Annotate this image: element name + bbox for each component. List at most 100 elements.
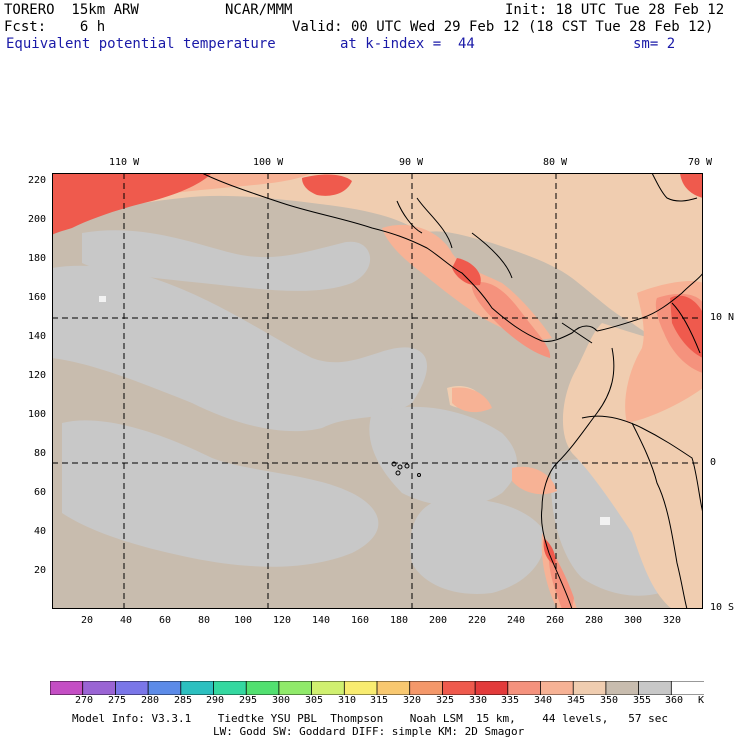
lon-label-70w: 70 W (688, 157, 713, 168)
physics-info: LW: Godd SW: Goddard DIFF: simple KM: 2D… (213, 725, 525, 738)
model-label: TORERO 15km ARW (4, 2, 139, 18)
x-tick: 280 (585, 615, 604, 626)
grey-region (369, 406, 517, 507)
red-region (52, 173, 212, 235)
colorbar-label: 340 (534, 695, 553, 706)
colorbar-label: 295 (239, 695, 258, 706)
y-tick: 140 (27, 331, 46, 342)
forecast-hour: Fcst: 6 h (4, 19, 106, 35)
colorbar-swatch (409, 681, 444, 695)
y-tick: 200 (27, 214, 46, 225)
colorbar-swatch (605, 681, 640, 695)
salmon-region (512, 466, 557, 495)
y-tick: 160 (27, 292, 46, 303)
init-time: Init: 18 UTC Tue 28 Feb 12 (505, 2, 725, 18)
y-tick: 220 (27, 175, 46, 186)
white-patch (600, 517, 610, 525)
lon-label-90w: 90 W (399, 157, 424, 168)
lat-label-0: 0 (710, 457, 717, 468)
x-tick: 320 (663, 615, 682, 626)
y-tick: 100 (27, 409, 46, 420)
colorbar-swatch (343, 681, 378, 695)
colorbar-label: 270 (75, 695, 94, 706)
map-plot (52, 173, 703, 609)
model-info: Model Info: V3.3.1 Tiedtke YSU PBL Thomp… (72, 712, 669, 725)
colorbar-swatch (376, 681, 411, 695)
red-region (452, 258, 481, 286)
y-tick: 120 (27, 370, 46, 381)
salmon-region (471, 282, 551, 358)
coastlines (201, 173, 703, 609)
x-tick: 140 (312, 615, 331, 626)
colorbar-swatch (147, 681, 182, 695)
colorbar-label: 315 (370, 695, 389, 706)
colorbar-label: 285 (174, 695, 193, 706)
colorbar-swatch (540, 681, 575, 695)
colorbar-label: 280 (141, 695, 160, 706)
x-tick: 240 (507, 615, 526, 626)
y-tick: 80 (33, 448, 46, 459)
lon-label-110w: 110 W (109, 157, 140, 168)
colorbar-swatch (311, 681, 346, 695)
white-patch (99, 296, 106, 302)
colorbar-label: 290 (206, 695, 225, 706)
colorbar-label: 355 (633, 695, 652, 706)
x-tick: 100 (234, 615, 253, 626)
colorbar-label: 335 (501, 695, 520, 706)
y-tick: 60 (33, 487, 46, 498)
red-region (680, 173, 703, 198)
lon-label-80w: 80 W (543, 157, 568, 168)
colorbar-label: 275 (108, 695, 127, 706)
salmon-region (452, 387, 492, 413)
colorbar-label: 345 (567, 695, 586, 706)
tan-region (52, 173, 703, 345)
colorbar-swatch (245, 681, 280, 695)
colorbar-label: 305 (305, 695, 324, 706)
x-tick: 20 (81, 615, 94, 626)
grey-region (62, 420, 379, 567)
lat-label-10s: 10 S (710, 602, 735, 613)
valid-time: Valid: 00 UTC Wed 29 Feb 12 (18 CST Tue … (292, 19, 714, 35)
colorbar-swatch (441, 681, 476, 695)
field-name: Equivalent potential temperature (6, 36, 276, 52)
colorbar-label: 360 (665, 695, 684, 706)
lat-lon-grid (52, 173, 703, 609)
colorbar-swatch (507, 681, 542, 695)
x-tick: 60 (159, 615, 172, 626)
x-tick: 80 (198, 615, 211, 626)
smoothing-label: sm= 2 (633, 36, 676, 52)
colorbar-swatch (572, 681, 607, 695)
x-tick: 40 (120, 615, 133, 626)
x-tick: 180 (390, 615, 409, 626)
x-tick: 300 (624, 615, 643, 626)
colorbar-swatch (213, 681, 248, 695)
colorbar-label: 320 (403, 695, 422, 706)
colorbar-swatch (115, 681, 150, 695)
colorbar-label: 300 (272, 695, 291, 706)
map-frame (52, 173, 703, 609)
y-tick: 180 (27, 253, 46, 264)
colorbar-label: 325 (436, 695, 455, 706)
colorbar-label: 350 (600, 695, 619, 706)
level-label: at k-index = 44 (340, 36, 475, 52)
colorbar-swatch (670, 681, 704, 695)
grey-region (410, 499, 545, 594)
x-tick: 160 (351, 615, 370, 626)
colorbar-unit: K (698, 695, 705, 706)
grey-region (52, 265, 427, 432)
x-tick: 220 (468, 615, 487, 626)
colorbar-swatch (180, 681, 215, 695)
colorbar-swatch (82, 681, 117, 695)
x-tick: 120 (273, 615, 292, 626)
colorbar-swatch (50, 681, 84, 695)
red-region (302, 174, 352, 196)
x-tick: 200 (429, 615, 448, 626)
y-tick: 40 (33, 526, 46, 537)
y-tick: 20 (33, 565, 46, 576)
colorbar-swatch (474, 681, 509, 695)
grey-region (82, 230, 371, 291)
colorbar-swatch (278, 681, 313, 695)
colorbar-swatch (638, 681, 673, 695)
colorbar (50, 681, 704, 695)
lon-label-100w: 100 W (253, 157, 284, 168)
